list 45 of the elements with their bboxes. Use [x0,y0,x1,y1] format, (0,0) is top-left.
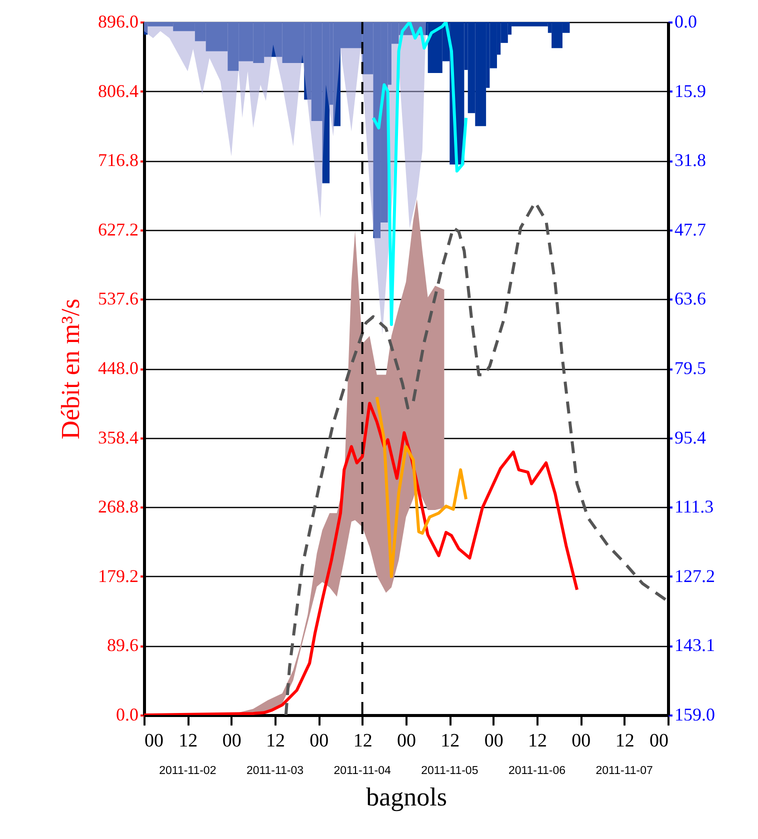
x-tick-label: 12 [178,730,198,752]
y2-tick-label: 159.0 [674,704,715,724]
x-tick-label: 00 [310,730,329,752]
x-tick-label: 12 [353,730,372,752]
x-axis-title: bagnols [366,782,447,812]
y-tick-label: 627.2 [98,219,138,240]
y2-tick-label: 0.0 [674,12,697,32]
x-tick-label: 00 [397,730,416,752]
y-tick-label: 806.4 [98,80,138,101]
x2-tick-label: 2011-11-03 [246,765,304,777]
y2-tick-label: 31.8 [674,150,706,170]
x-tick-label: 12 [440,730,460,752]
y-tick-label: 716.8 [98,150,138,170]
x2-tick-label: 2011-11-04 [334,765,392,777]
y2-tick-label: 63.6 [674,288,706,309]
x-tick-label: 00 [484,730,504,752]
x2-tick-label: 2011-11-02 [159,765,216,777]
y-tick-label: 179.2 [98,566,138,586]
x-tick-label: 12 [528,730,547,752]
y-tick-label: 358.4 [98,427,138,448]
y2-tick-label: 95.4 [674,427,706,448]
y2-tick-label: 79.5 [674,358,706,378]
x-tick-label: 12 [615,730,634,752]
y-tick-label: 89.6 [107,635,138,656]
y2-tick-label: 127.2 [674,566,715,586]
x-tick-label: 00 [650,730,668,752]
y2-tick-label: 111.3 [674,496,714,517]
y-tick-label: 268.8 [98,496,138,517]
y2-tick-label: 15.9 [674,80,706,101]
line-series [372,22,468,326]
y-tick-label: 448.0 [98,358,138,378]
y-tick-label: 0.0 [116,704,138,724]
x2-tick-label: 2011-11-05 [421,765,478,777]
x2-tick-label: 2011-11-06 [508,765,566,777]
x-tick-label: 00 [144,730,164,752]
x-tick-label: 00 [222,730,242,752]
y-axis-title: Débit en m³/s [56,298,85,440]
line-series [375,396,468,578]
y2-tick-label: 47.7 [674,219,706,240]
x2-tick-label: 2011-11-07 [596,765,653,777]
x-tick-label: 12 [266,730,285,752]
y2-tick-label: 143.1 [674,635,715,656]
y-tick-label: 896.0 [98,12,138,32]
x-tick-label: 00 [572,730,591,752]
y-tick-label: 537.6 [98,288,138,309]
